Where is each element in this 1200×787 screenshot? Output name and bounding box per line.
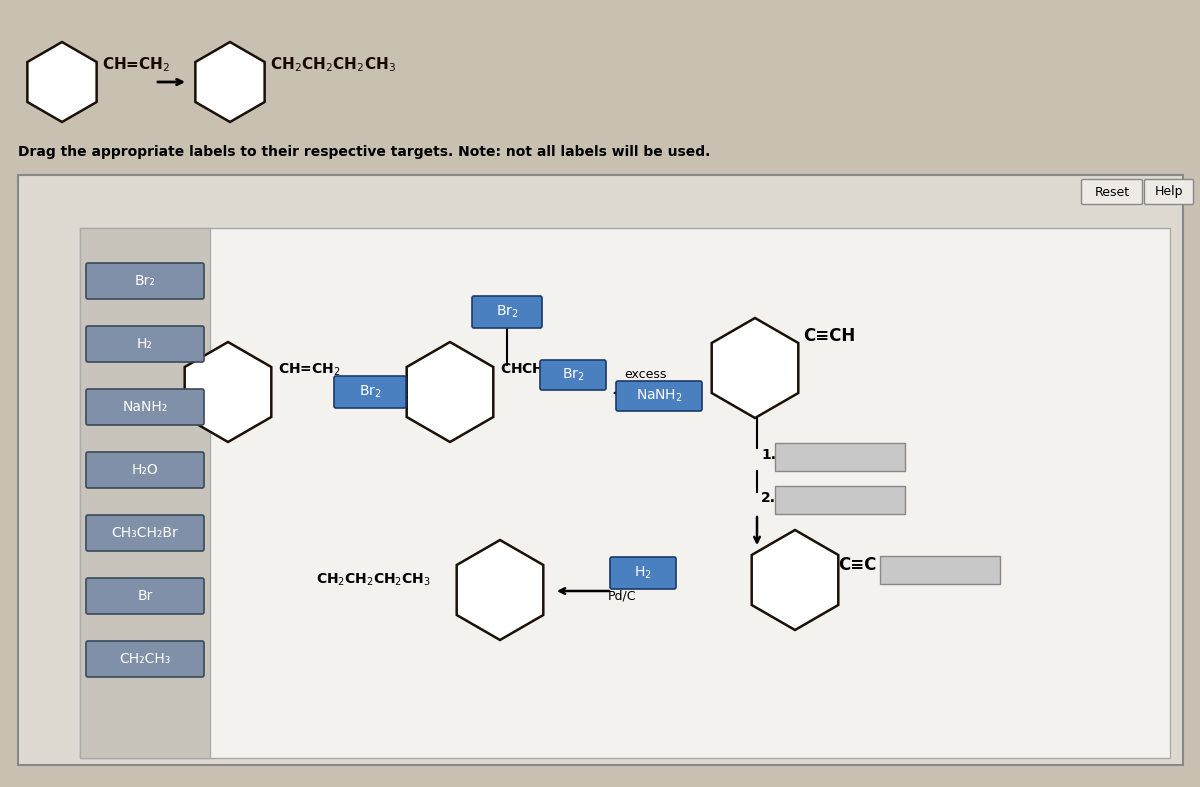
Text: CH₂CH₃: CH₂CH₃ bbox=[119, 652, 170, 666]
Text: Help: Help bbox=[1154, 186, 1183, 198]
Text: NaNH₂: NaNH₂ bbox=[122, 400, 168, 414]
Text: Pd/C: Pd/C bbox=[607, 589, 636, 603]
FancyBboxPatch shape bbox=[1081, 179, 1142, 205]
Text: CH=CH$_2$: CH=CH$_2$ bbox=[278, 362, 341, 379]
FancyBboxPatch shape bbox=[86, 326, 204, 362]
Text: Br₂: Br₂ bbox=[134, 274, 156, 288]
Text: Br$_2$: Br$_2$ bbox=[562, 367, 584, 383]
Text: 1.: 1. bbox=[761, 448, 776, 462]
FancyBboxPatch shape bbox=[1145, 179, 1194, 205]
Bar bbox=[80, 228, 210, 758]
FancyBboxPatch shape bbox=[86, 515, 204, 551]
FancyBboxPatch shape bbox=[616, 381, 702, 411]
Polygon shape bbox=[28, 42, 97, 122]
Text: Br$_2$: Br$_2$ bbox=[359, 384, 382, 401]
Polygon shape bbox=[751, 530, 839, 630]
Text: C≡CH: C≡CH bbox=[803, 327, 856, 345]
Text: CH$_2$CH$_2$CH$_2$CH$_3$: CH$_2$CH$_2$CH$_2$CH$_3$ bbox=[316, 572, 431, 588]
Polygon shape bbox=[407, 342, 493, 442]
Polygon shape bbox=[196, 42, 265, 122]
Text: excess: excess bbox=[624, 368, 666, 382]
FancyBboxPatch shape bbox=[86, 389, 204, 425]
Polygon shape bbox=[185, 342, 271, 442]
Text: CH₃CH₂Br: CH₃CH₂Br bbox=[112, 526, 179, 540]
Bar bbox=[18, 175, 1183, 765]
Text: CHCH$_2$: CHCH$_2$ bbox=[500, 362, 551, 379]
FancyBboxPatch shape bbox=[775, 443, 905, 471]
Text: H$_2$: H$_2$ bbox=[634, 565, 652, 582]
Text: NaNH$_2$: NaNH$_2$ bbox=[636, 388, 683, 405]
FancyBboxPatch shape bbox=[86, 452, 204, 488]
FancyBboxPatch shape bbox=[86, 263, 204, 299]
Polygon shape bbox=[457, 540, 544, 640]
Polygon shape bbox=[712, 318, 798, 418]
FancyBboxPatch shape bbox=[610, 557, 676, 589]
FancyBboxPatch shape bbox=[86, 641, 204, 677]
FancyBboxPatch shape bbox=[880, 556, 1000, 584]
Text: Br: Br bbox=[137, 589, 152, 603]
Text: Reset: Reset bbox=[1094, 186, 1129, 198]
Text: H₂O: H₂O bbox=[132, 463, 158, 477]
Text: H₂: H₂ bbox=[137, 337, 152, 351]
Bar bbox=[80, 228, 1170, 758]
FancyBboxPatch shape bbox=[472, 296, 542, 328]
FancyBboxPatch shape bbox=[775, 486, 905, 514]
FancyBboxPatch shape bbox=[334, 376, 406, 408]
Text: CH=CH$_2$: CH=CH$_2$ bbox=[102, 56, 170, 74]
FancyBboxPatch shape bbox=[540, 360, 606, 390]
Text: C≡C: C≡C bbox=[838, 556, 876, 574]
Text: Drag the appropriate labels to their respective targets. Note: not all labels wi: Drag the appropriate labels to their res… bbox=[18, 145, 710, 159]
FancyBboxPatch shape bbox=[86, 578, 204, 614]
Text: 2.: 2. bbox=[761, 491, 776, 505]
Text: Br$_2$: Br$_2$ bbox=[496, 304, 518, 320]
Text: CH$_2$CH$_2$CH$_2$CH$_3$: CH$_2$CH$_2$CH$_2$CH$_3$ bbox=[270, 56, 396, 74]
